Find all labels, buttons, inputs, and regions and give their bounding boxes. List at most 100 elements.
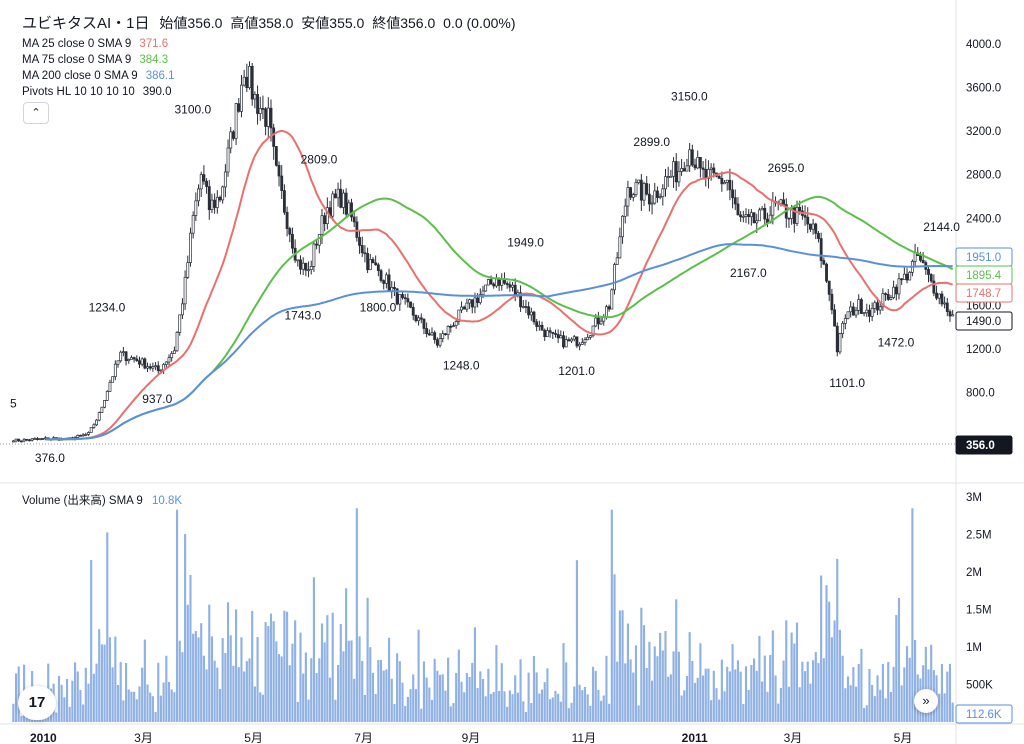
volume-bar [905, 646, 909, 722]
time-tick-label: 2010 [30, 731, 57, 744]
candle-body [621, 215, 624, 238]
volume-bar [226, 602, 230, 722]
legend-ma25[interactable]: MA 25 close 0 SMA 9 371.6 [22, 38, 169, 50]
candle-body [521, 306, 525, 308]
volume-bar [417, 629, 420, 722]
volume-bar [173, 692, 176, 722]
price-axis[interactable]: 4000.03600.03200.02800.02400.02000.01600… [966, 39, 1001, 400]
candle-body [554, 333, 557, 335]
symbol-title[interactable]: ユビキタスAI・1日 [22, 15, 150, 32]
candle [908, 270, 912, 281]
volume-tick-label: 1M [966, 642, 982, 654]
candle-body [580, 342, 584, 345]
candle-body [103, 399, 107, 408]
volume-bar [79, 690, 82, 722]
time-axis[interactable]: 2010 3月 5月 7月 9月 11月 2011 3月 5月 [30, 731, 912, 744]
volume-bar [527, 672, 530, 722]
candle-body [894, 286, 898, 295]
volume-bar [951, 702, 954, 722]
candle-body [892, 286, 896, 298]
candle [87, 431, 90, 436]
candle-body [226, 147, 230, 173]
volume-bar [318, 658, 321, 722]
volume-bar [664, 631, 667, 722]
volume-bar [310, 658, 313, 722]
volume-legend[interactable]: Volume (出来高) SMA 9 10.8K [22, 495, 183, 507]
ma-axis-tag: 1951.0 [955, 247, 1013, 267]
candle [910, 259, 914, 277]
volume-bar [846, 676, 850, 722]
volume-bar [14, 673, 18, 722]
candle [256, 85, 259, 125]
candle [231, 130, 235, 141]
volume-bar [943, 693, 946, 722]
change-value: 0.0 (0.00%) [443, 15, 516, 31]
legend-ma200[interactable]: MA 200 close 0 SMA 9 386.1 [22, 70, 175, 82]
volume-axis[interactable]: 3M 2.5M 2M 1.5M 1M 500K [966, 492, 993, 692]
volume-bar [259, 692, 262, 722]
price-tick-label: 4000.0 [966, 39, 1001, 51]
candle-body [870, 307, 874, 317]
candle [615, 252, 619, 265]
volume-bar [903, 667, 906, 722]
candle [537, 320, 541, 331]
candle-body [792, 207, 796, 224]
legend-pivots[interactable]: Pivots HL 10 10 10 10 390.0 [22, 86, 172, 98]
price-tick-label: 2400.0 [966, 213, 1001, 225]
candle-body [444, 333, 447, 335]
volume-bar [911, 508, 914, 722]
candle-body [494, 278, 498, 287]
candle [350, 198, 353, 222]
candle-body [693, 164, 697, 169]
candle-body [272, 127, 276, 147]
candle [519, 285, 522, 312]
volume-bar [946, 671, 949, 722]
time-tick-label: 11月 [572, 731, 596, 744]
pivot-label: 5 [10, 397, 17, 411]
candle [572, 334, 576, 342]
candle-body [696, 156, 700, 169]
volume-bar [449, 706, 452, 722]
candle [95, 419, 98, 426]
volume-bar [812, 660, 815, 722]
candle-body [245, 76, 249, 89]
ma-axis-tag: 1490.0 [955, 311, 1013, 331]
candle-body [932, 280, 936, 294]
candle [626, 180, 630, 217]
double-chevron-right-icon[interactable]: » [914, 689, 938, 713]
tradingview-logo-icon[interactable]: 17 [18, 686, 56, 720]
candle [744, 208, 748, 224]
candle-body [833, 309, 836, 327]
candle-body [822, 260, 826, 265]
candle-body [92, 424, 96, 428]
candle [935, 285, 938, 301]
candle [524, 299, 528, 314]
volume-bar [267, 626, 270, 722]
candle [374, 255, 378, 266]
legend-ma75[interactable]: MA 75 close 0 SMA 9 384.3 [22, 54, 169, 66]
volume-bar [881, 663, 884, 722]
candle-body [902, 273, 906, 280]
candle-body [299, 259, 302, 270]
candle-body [664, 176, 667, 190]
volume-bar [468, 677, 471, 722]
candle-body [382, 280, 386, 284]
axis-tag-text: 1748.7 [966, 288, 1001, 300]
volume-bar [366, 597, 369, 722]
candle [951, 309, 955, 317]
volume-bar [197, 637, 200, 722]
candle-body [135, 358, 139, 362]
candle [358, 231, 361, 254]
candle-body [454, 321, 458, 326]
candle [540, 321, 544, 331]
chevron-up-icon[interactable]: ⌃ [23, 102, 49, 124]
volume-bar [251, 610, 254, 722]
candle [19, 440, 23, 443]
volume-bar [95, 663, 98, 722]
candle [929, 273, 933, 283]
candle [674, 153, 678, 191]
volume-bar [162, 682, 165, 722]
candle [599, 317, 603, 325]
candle-body [677, 171, 681, 183]
